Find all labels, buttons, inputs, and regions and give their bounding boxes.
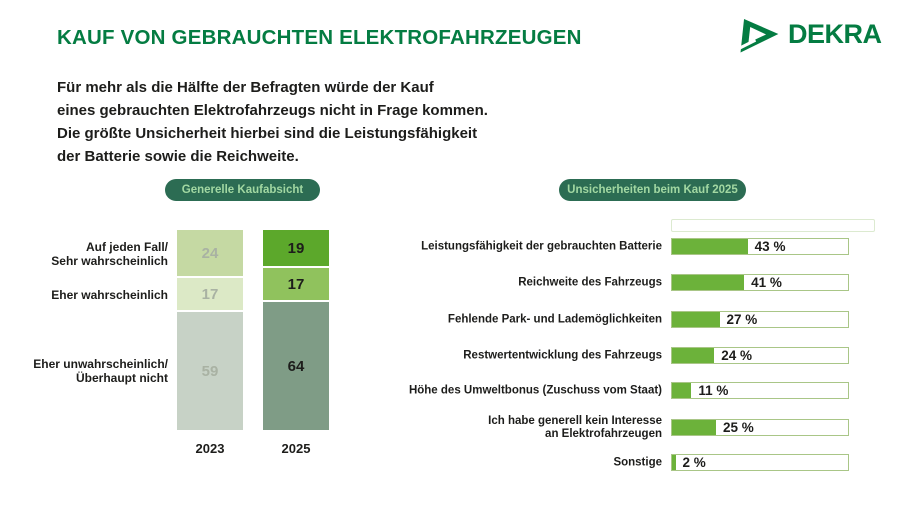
- bar-fill: [672, 383, 692, 398]
- bar-label: Fehlende Park- und Lademöglichkeiten: [447, 313, 662, 326]
- segment-2025-2: 64: [263, 302, 329, 430]
- dekra-logo-icon: [737, 19, 779, 53]
- bar-track: 11 %: [671, 382, 849, 399]
- bar-label: Reichweite des Fahrzeugs: [518, 276, 662, 289]
- bar-value: 27 %: [726, 312, 758, 327]
- bar-label: Leistungsfähigkeit der gebrauchten Batte…: [421, 240, 662, 253]
- decorative-strip: [671, 219, 875, 232]
- bar-fill: [672, 239, 748, 254]
- bar-label: Sonstige: [613, 456, 662, 469]
- bar-fill: [672, 420, 716, 435]
- series-label: Eher unwahrscheinlich/ Überhaupt nicht: [33, 357, 168, 385]
- segment-2025-1: 17: [263, 268, 329, 302]
- dekra-logo: DEKRA: [737, 13, 882, 55]
- bar-track: 2 %: [671, 454, 849, 471]
- category-label-2025: 2025: [281, 441, 311, 456]
- segment-2023-1: 17: [177, 278, 243, 312]
- bar-fill: [672, 275, 745, 290]
- bar-value: 41 %: [751, 275, 782, 290]
- series-label: Eher wahrscheinlich: [51, 288, 168, 302]
- bar-value: 2 %: [682, 455, 706, 470]
- bar-label: Restwertentwicklung des Fahrzeugs: [463, 349, 662, 362]
- bar-track: 24 %: [671, 347, 849, 364]
- bar-track: 25 %: [671, 419, 849, 436]
- segment-2023-2: 59: [177, 312, 243, 430]
- bar-value: 43 %: [754, 239, 786, 254]
- bar-track: 41 %: [671, 274, 849, 291]
- bar-fill: [672, 312, 720, 327]
- bar-track: 43 %: [671, 238, 849, 255]
- segment-2023-0: 24: [177, 230, 243, 278]
- dekra-logo-text: DEKRA: [788, 18, 882, 49]
- segment-2025-0: 19: [263, 230, 329, 268]
- bar-value: 25 %: [723, 420, 754, 435]
- bar-track: 27 %: [671, 311, 849, 328]
- bar-fill: [672, 348, 715, 363]
- series-label: Auf jeden Fall/ Sehr wahrscheinlich: [51, 240, 168, 268]
- intro-text: Für mehr als die Hälfte der Befragten wü…: [57, 79, 488, 165]
- category-label-2023: 2023: [195, 441, 225, 456]
- bar-value: 24 %: [721, 348, 753, 363]
- bar-label: Ich habe generell kein Interesse an Elek…: [488, 415, 662, 440]
- bar-value: 11 %: [698, 383, 729, 398]
- page-title: KAUF VON GEBRAUCHTEN ELEKTROFAHRZEUGEN: [57, 26, 582, 49]
- right-chart-title: Unsicherheiten beim Kauf 2025: [567, 184, 738, 196]
- bar-fill: [672, 455, 676, 470]
- left-chart-title: Generelle Kaufabsicht: [181, 184, 304, 196]
- bar-label: Höhe des Umweltbonus (Zuschuss vom Staat…: [408, 384, 662, 397]
- right-chart-title-badge: Unsicherheiten beim Kauf 2025: [559, 179, 746, 201]
- left-chart-title-badge: Generelle Kaufabsicht: [165, 179, 320, 201]
